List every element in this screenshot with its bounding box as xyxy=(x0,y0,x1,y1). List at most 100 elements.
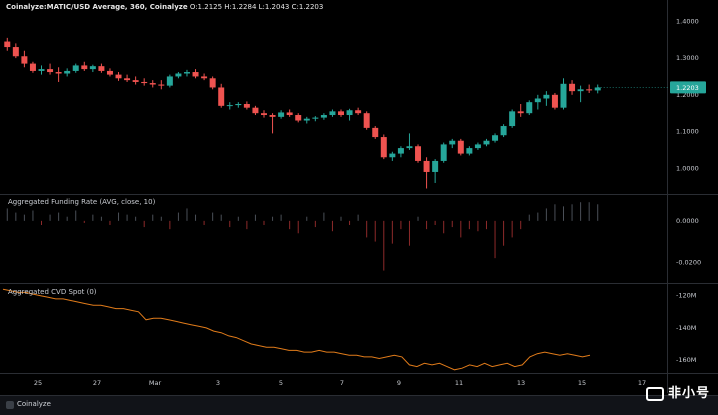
candle-body xyxy=(569,83,576,92)
candle-body xyxy=(346,110,353,116)
candle-body xyxy=(517,111,524,114)
candle-body xyxy=(260,113,267,116)
time-tick-label: 15 xyxy=(578,379,586,387)
candle-body xyxy=(269,115,276,117)
time-tick-label: 3 xyxy=(216,379,220,387)
cvd-line xyxy=(2,288,591,371)
candle-body xyxy=(329,111,336,116)
candle-body xyxy=(158,84,165,86)
candle-body xyxy=(218,87,225,106)
candle-body xyxy=(312,117,319,119)
candle-body xyxy=(474,144,481,149)
candle-body xyxy=(551,94,558,108)
chart-header: Coinalyze:MATIC/USD Average, 360, Coinal… xyxy=(6,3,323,11)
candle-body xyxy=(500,126,507,136)
candle-body xyxy=(286,112,293,116)
candle-body xyxy=(295,115,302,121)
candle-body xyxy=(21,56,28,64)
funding-pane-title: Aggregated Funding Rate (AVG, close, 10) xyxy=(8,198,156,206)
candle-body xyxy=(320,115,327,118)
candle-body xyxy=(132,80,139,82)
symbol-label: Coinalyze:MATIC/USD Average, 360, Coinal… xyxy=(6,3,188,11)
time-tick-label: Mar xyxy=(149,379,162,387)
time-tick-label: 7 xyxy=(340,379,344,387)
candle-body xyxy=(415,146,422,161)
watermark-logo-icon xyxy=(645,386,664,401)
candle-body xyxy=(389,153,396,158)
last-price-label: 1.2203 xyxy=(676,84,699,92)
candle-body xyxy=(192,72,199,77)
cvd-tick-label: -160M xyxy=(676,356,696,364)
price-tick-label: 1.4000 xyxy=(676,17,699,25)
candle-body xyxy=(183,72,190,74)
candle-body xyxy=(38,69,45,71)
candle-body xyxy=(432,160,439,172)
candle-body xyxy=(72,65,79,71)
candle-body xyxy=(89,66,96,70)
ohlc-label: O:1.2125 H:1.2284 L:1.2043 C:1.2203 xyxy=(189,3,324,11)
candle-body xyxy=(209,78,216,88)
candle-body xyxy=(47,69,54,73)
last-price-tag xyxy=(670,81,706,94)
time-tick-label: 17 xyxy=(638,379,646,387)
candle-body xyxy=(141,81,148,84)
cvd-tick-label: -120M xyxy=(676,292,696,300)
candle-body xyxy=(64,70,71,74)
candle-body xyxy=(115,74,122,79)
candle-body xyxy=(4,41,11,48)
candle-body xyxy=(338,111,345,116)
watermark-text: 非小号 xyxy=(667,386,710,401)
cvd-tick-label: -140M xyxy=(676,324,696,332)
candle-body xyxy=(509,111,516,127)
time-tick-label: 11 xyxy=(455,379,463,387)
candle-body xyxy=(175,73,182,77)
candle-body xyxy=(380,137,387,158)
candle-body xyxy=(29,63,36,71)
candle-body xyxy=(534,98,541,103)
candle-body xyxy=(586,89,593,91)
candle-body xyxy=(492,135,499,141)
candle-body xyxy=(449,140,456,145)
candle-body xyxy=(483,140,490,145)
cvd-pane-title: Aggregated CVD Spot (0) xyxy=(8,288,97,296)
candle-body xyxy=(252,107,259,114)
candle-body xyxy=(55,72,62,74)
candle-body xyxy=(594,87,601,91)
candle-body xyxy=(466,148,473,154)
time-tick-label: 25 xyxy=(34,379,42,387)
candle-body xyxy=(98,66,105,71)
funding-tick-label: -0.0200 xyxy=(676,258,701,266)
candle-body xyxy=(201,76,208,79)
time-tick-label: 13 xyxy=(517,379,525,387)
watermark: 非小号 xyxy=(645,382,710,401)
candle-body xyxy=(12,47,19,57)
candle-body xyxy=(406,146,413,149)
candle-body xyxy=(235,104,242,106)
footer-bar: Coinalyze xyxy=(0,395,718,415)
candle-body xyxy=(226,105,233,107)
time-tick-label: 5 xyxy=(279,379,283,387)
candle-body xyxy=(543,94,550,99)
candle-body xyxy=(303,118,310,121)
candle-body xyxy=(577,89,584,92)
price-tick-label: 1.3000 xyxy=(676,54,699,62)
candle-body xyxy=(278,112,285,117)
candle-body xyxy=(526,102,533,114)
candle-body xyxy=(243,104,250,108)
coinalyze-logo-icon xyxy=(6,401,14,409)
candle-body xyxy=(149,83,156,85)
candle-body xyxy=(397,148,404,154)
candle-body xyxy=(81,65,88,70)
candle-body xyxy=(124,78,131,81)
candle-body xyxy=(560,83,567,108)
candle-body xyxy=(423,160,430,172)
candle-body xyxy=(457,140,464,154)
candle-body xyxy=(363,113,370,128)
time-tick-label: 27 xyxy=(93,379,101,387)
footer-brand[interactable]: Coinalyze xyxy=(17,400,51,408)
time-tick-label: 9 xyxy=(397,379,401,387)
candle-body xyxy=(372,127,379,138)
candle-body xyxy=(440,144,447,161)
candle-body xyxy=(106,70,113,75)
